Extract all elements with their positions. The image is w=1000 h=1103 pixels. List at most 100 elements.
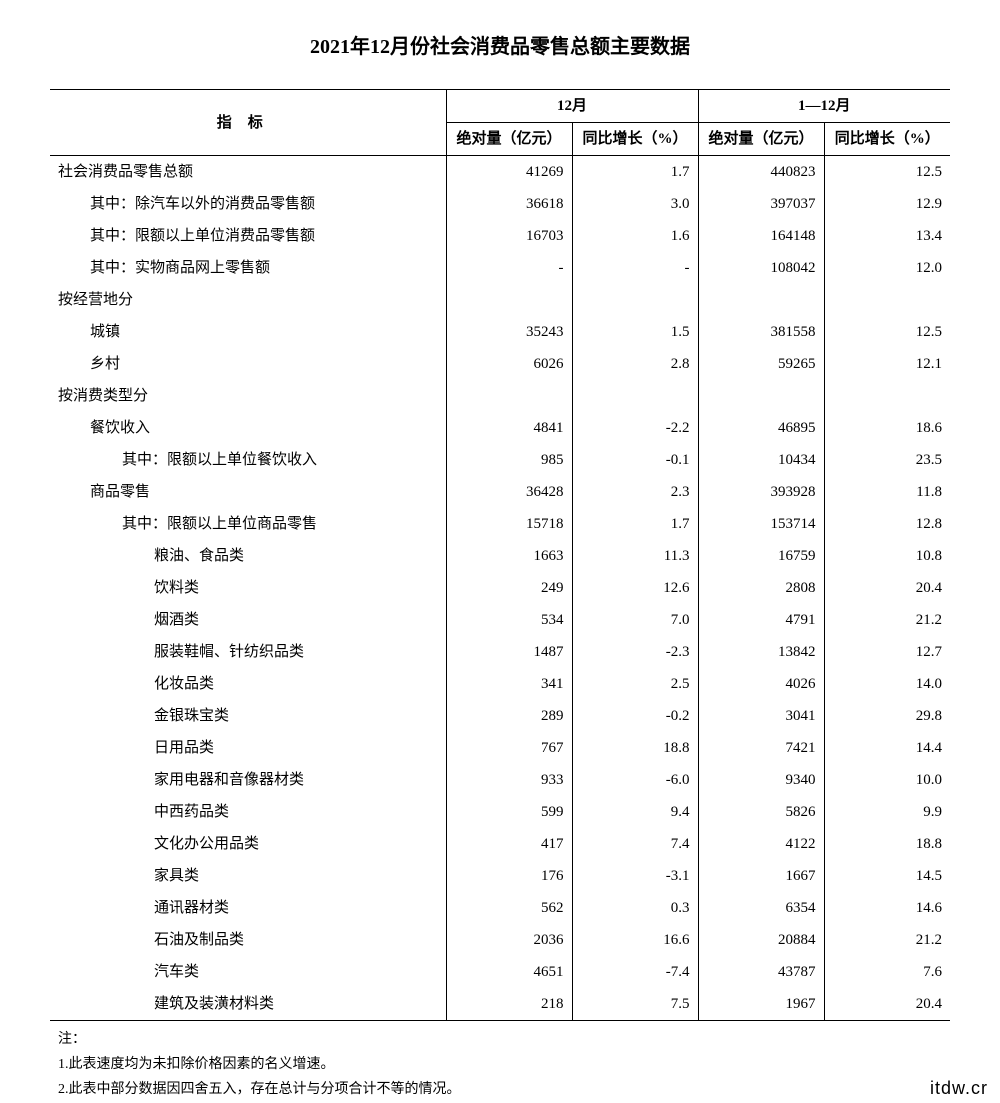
- cell-dec_growth: 16.6: [572, 924, 698, 956]
- cell-dec_abs: 2036: [446, 924, 572, 956]
- cell-year_abs: [698, 380, 824, 412]
- cell-dec_growth: 1.7: [572, 156, 698, 189]
- cell-dec_abs: 15718: [446, 508, 572, 540]
- cell-dec_growth: 7.5: [572, 988, 698, 1021]
- cell-dec_growth: [572, 380, 698, 412]
- cell-dec_growth: 2.8: [572, 348, 698, 380]
- table-body: 社会消费品零售总额412691.744082312.5其中：除汽车以外的消费品零…: [50, 156, 950, 1021]
- table-row: 文化办公用品类4177.4412218.8: [50, 828, 950, 860]
- cell-year_abs: 9340: [698, 764, 824, 796]
- table-row: 餐饮收入4841-2.24689518.6: [50, 412, 950, 444]
- row-label: 金银珠宝类: [50, 700, 446, 732]
- cell-year_abs: 440823: [698, 156, 824, 189]
- cell-year_abs: 13842: [698, 636, 824, 668]
- cell-year_growth: 12.9: [824, 188, 950, 220]
- cell-year_abs: 4791: [698, 604, 824, 636]
- table-row: 金银珠宝类289-0.2304129.8: [50, 700, 950, 732]
- table-row: 社会消费品零售总额412691.744082312.5: [50, 156, 950, 189]
- cell-dec_abs: 767: [446, 732, 572, 764]
- data-table: 指标 12月 1—12月 绝对量（亿元） 同比增长（%） 绝对量（亿元） 同比增…: [50, 89, 950, 1021]
- cell-dec_abs: 1663: [446, 540, 572, 572]
- cell-year_growth: 12.0: [824, 252, 950, 284]
- row-label: 通讯器材类: [50, 892, 446, 924]
- cell-dec_abs: 289: [446, 700, 572, 732]
- header-indicator-label: 指标: [217, 115, 279, 131]
- cell-year_growth: 14.6: [824, 892, 950, 924]
- row-label: 汽车类: [50, 956, 446, 988]
- table-row: 其中：限额以上单位餐饮收入985-0.11043423.5: [50, 444, 950, 476]
- row-label: 中西药品类: [50, 796, 446, 828]
- cell-dec_abs: 6026: [446, 348, 572, 380]
- cell-dec_growth: 7.4: [572, 828, 698, 860]
- cell-year_growth: 10.8: [824, 540, 950, 572]
- header-period-dec: 12月: [446, 90, 698, 123]
- cell-year_growth: 9.9: [824, 796, 950, 828]
- cell-dec_abs: 4841: [446, 412, 572, 444]
- cell-dec_abs: 599: [446, 796, 572, 828]
- row-label: 建筑及装潢材料类: [50, 988, 446, 1021]
- table-row: 粮油、食品类166311.31675910.8: [50, 540, 950, 572]
- cell-year_abs: 4026: [698, 668, 824, 700]
- table-row: 其中：限额以上单位消费品零售额167031.616414813.4: [50, 220, 950, 252]
- cell-dec_abs: 176: [446, 860, 572, 892]
- table-row: 乡村60262.85926512.1: [50, 348, 950, 380]
- cell-year_growth: [824, 284, 950, 316]
- cell-dec_abs: -: [446, 252, 572, 284]
- cell-dec_growth: -6.0: [572, 764, 698, 796]
- row-label: 服装鞋帽、针纺织品类: [50, 636, 446, 668]
- cell-year_abs: 108042: [698, 252, 824, 284]
- table-row: 饮料类24912.6280820.4: [50, 572, 950, 604]
- cell-year_growth: 29.8: [824, 700, 950, 732]
- table-row: 其中：除汽车以外的消费品零售额366183.039703712.9: [50, 188, 950, 220]
- row-label: 商品零售: [50, 476, 446, 508]
- notes-heading: 注：: [58, 1027, 950, 1052]
- cell-year_growth: 14.0: [824, 668, 950, 700]
- cell-dec_growth: 3.0: [572, 188, 698, 220]
- cell-dec_abs: 4651: [446, 956, 572, 988]
- cell-year_abs: 1967: [698, 988, 824, 1021]
- cell-dec_growth: 7.0: [572, 604, 698, 636]
- cell-dec_growth: -0.1: [572, 444, 698, 476]
- row-label: 其中：限额以上单位商品零售: [50, 508, 446, 540]
- cell-dec_growth: -7.4: [572, 956, 698, 988]
- cell-year_abs: 59265: [698, 348, 824, 380]
- table-row: 按经营地分: [50, 284, 950, 316]
- cell-dec_growth: 18.8: [572, 732, 698, 764]
- cell-dec_growth: -3.1: [572, 860, 698, 892]
- cell-year_abs: 20884: [698, 924, 824, 956]
- row-label: 社会消费品零售总额: [50, 156, 446, 189]
- cell-year_growth: 21.2: [824, 604, 950, 636]
- cell-year_abs: 164148: [698, 220, 824, 252]
- cell-year_growth: 21.2: [824, 924, 950, 956]
- cell-year_growth: 12.8: [824, 508, 950, 540]
- row-label: 烟酒类: [50, 604, 446, 636]
- cell-year_abs: 153714: [698, 508, 824, 540]
- cell-dec_abs: 16703: [446, 220, 572, 252]
- cell-dec_growth: -: [572, 252, 698, 284]
- note-2: 2.此表中部分数据因四舍五入，存在总计与分项合计不等的情况。: [58, 1077, 950, 1102]
- row-label: 餐饮收入: [50, 412, 446, 444]
- cell-dec_abs: 36428: [446, 476, 572, 508]
- cell-year_abs: 381558: [698, 316, 824, 348]
- table-row: 通讯器材类5620.3635414.6: [50, 892, 950, 924]
- row-label: 其中：限额以上单位消费品零售额: [50, 220, 446, 252]
- cell-year_abs: 1667: [698, 860, 824, 892]
- page-container: 2021年12月份社会消费品零售总额主要数据 指标 12月 1—12月 绝对量（…: [0, 0, 1000, 1103]
- table-row: 服装鞋帽、针纺织品类1487-2.31384212.7: [50, 636, 950, 668]
- cell-dec_growth: -2.2: [572, 412, 698, 444]
- header-indicator: 指标: [50, 90, 446, 156]
- header-year-abs: 绝对量（亿元）: [698, 123, 824, 156]
- header-year-growth: 同比增长（%）: [824, 123, 950, 156]
- cell-year_growth: [824, 380, 950, 412]
- cell-dec_growth: 1.7: [572, 508, 698, 540]
- cell-year_abs: 46895: [698, 412, 824, 444]
- table-row: 城镇352431.538155812.5: [50, 316, 950, 348]
- cell-dec_abs: 534: [446, 604, 572, 636]
- cell-dec_abs: 218: [446, 988, 572, 1021]
- cell-year_abs: 2808: [698, 572, 824, 604]
- row-label: 家用电器和音像器材类: [50, 764, 446, 796]
- cell-dec_abs: 35243: [446, 316, 572, 348]
- cell-year_growth: 20.4: [824, 572, 950, 604]
- table-row: 汽车类4651-7.4437877.6: [50, 956, 950, 988]
- watermark-text: itdw.cr: [930, 1078, 988, 1099]
